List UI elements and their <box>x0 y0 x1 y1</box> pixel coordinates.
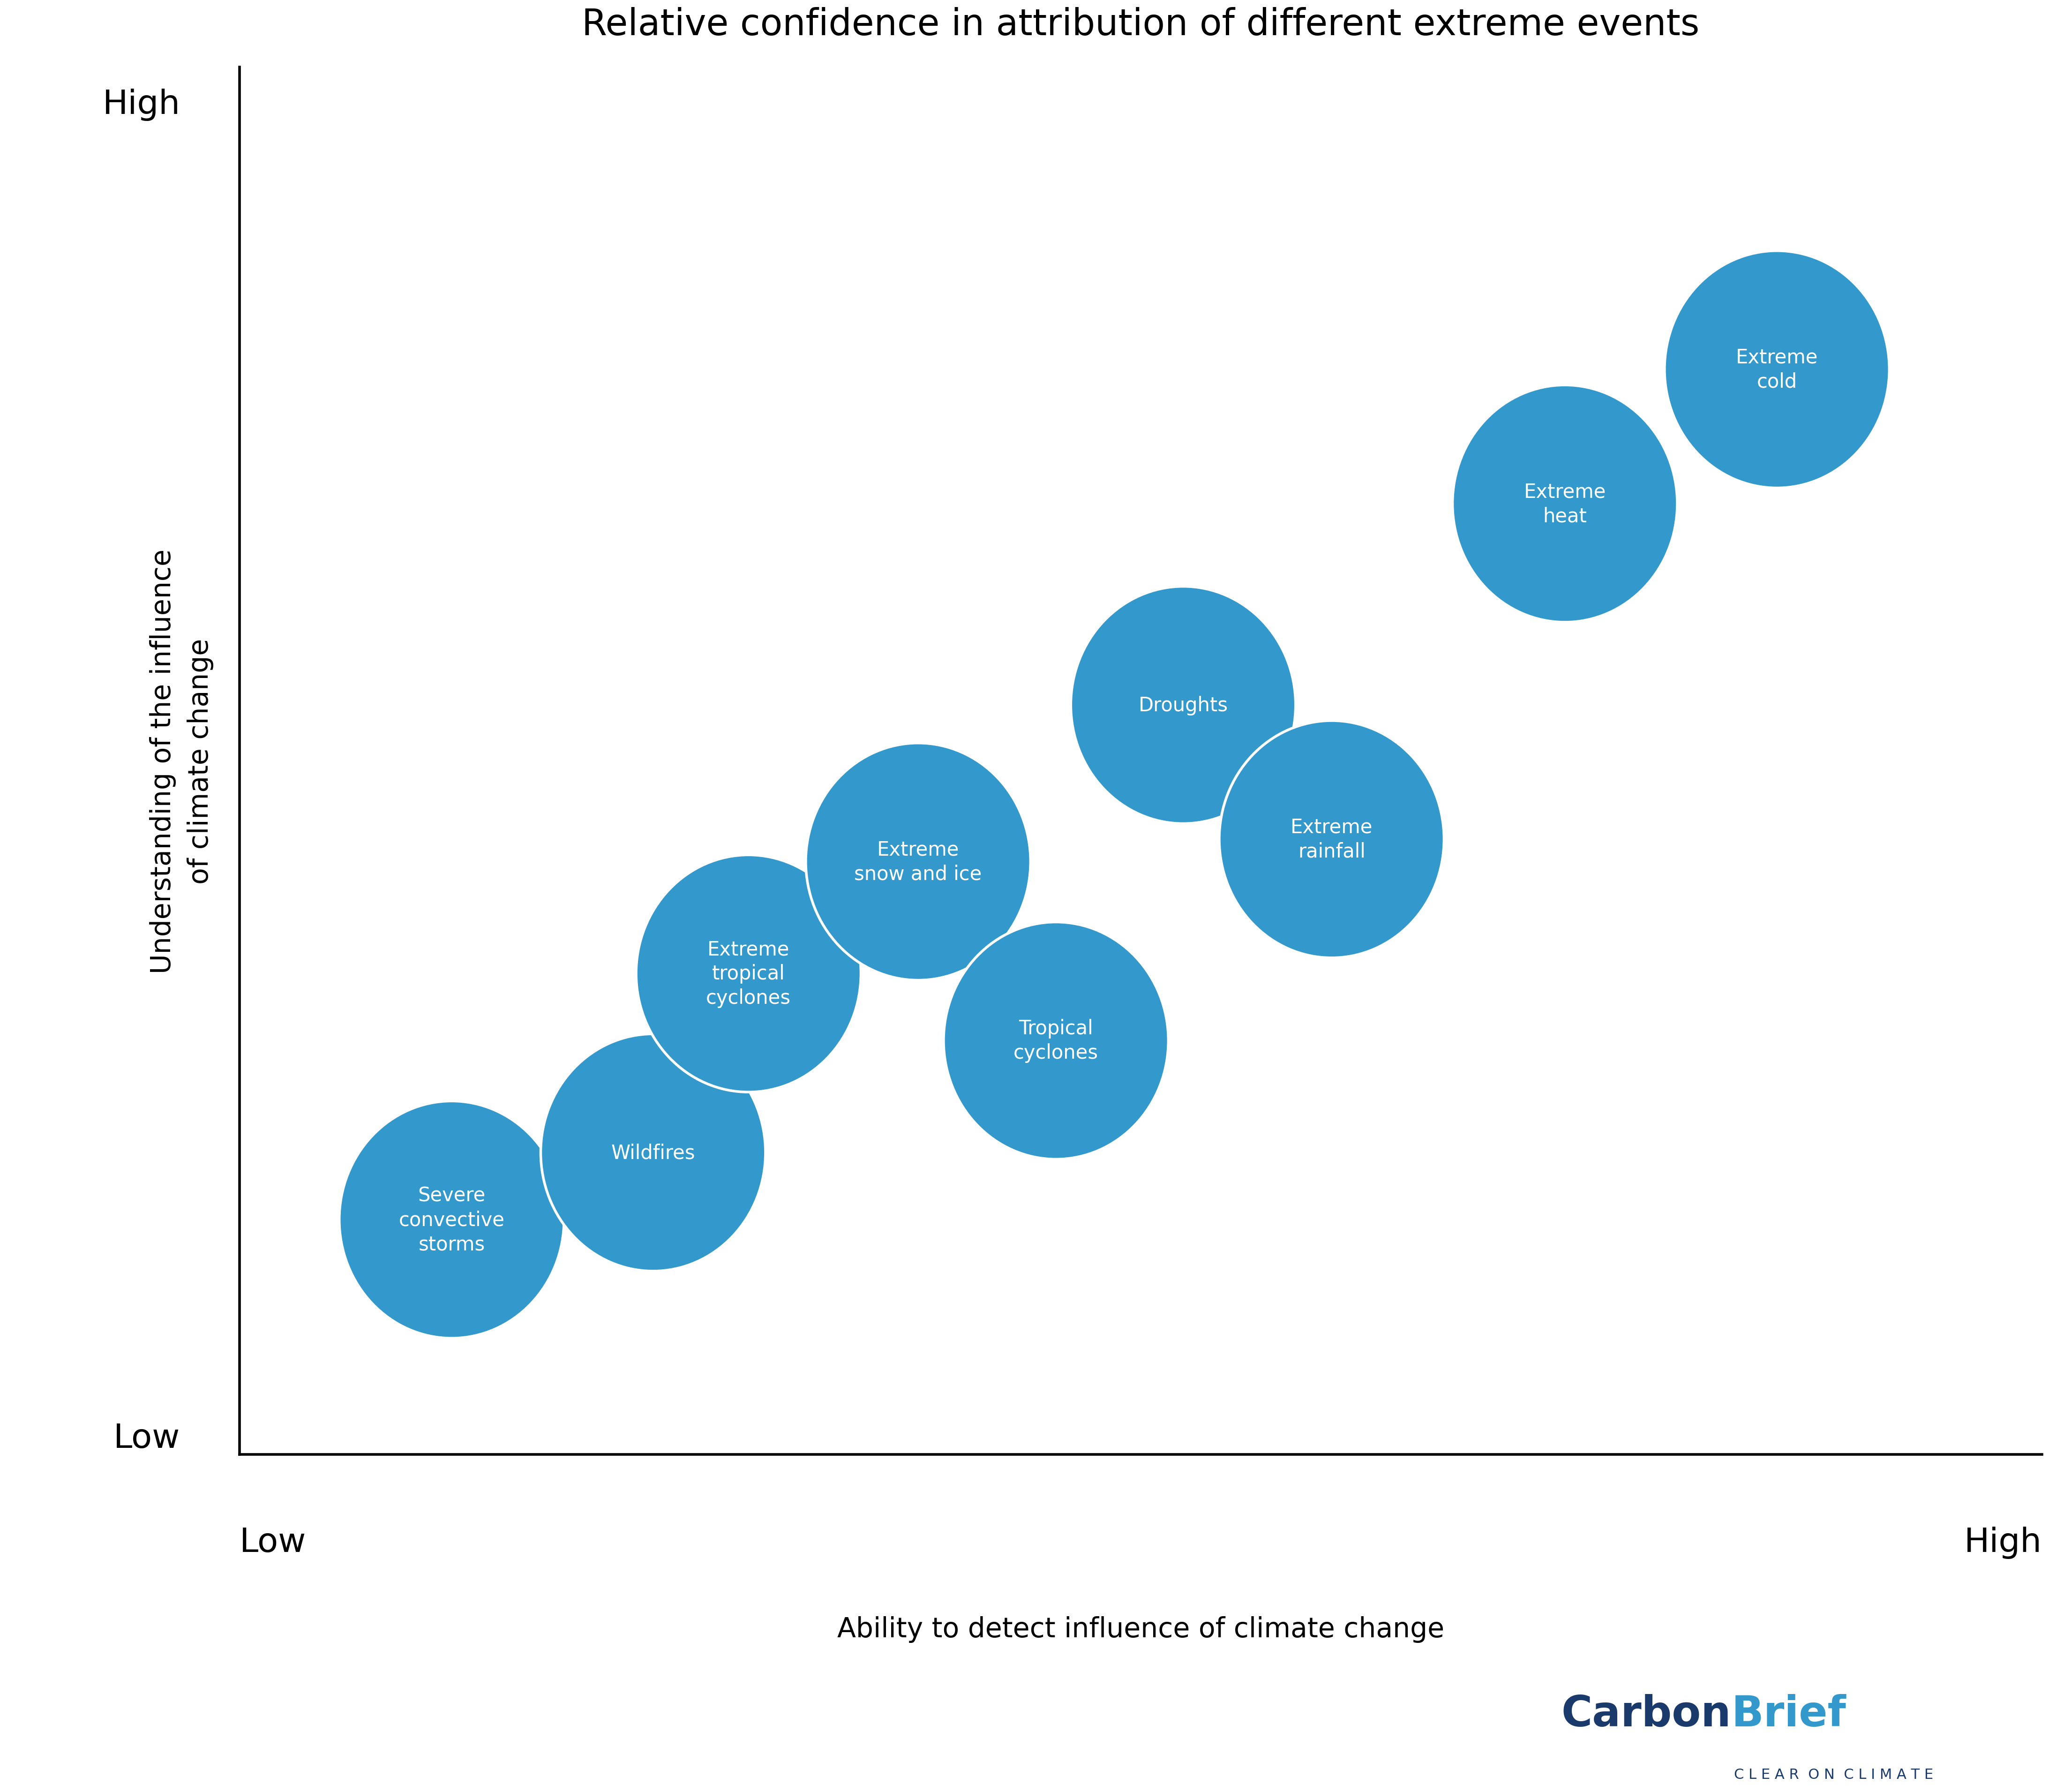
Text: Carbon: Carbon <box>1561 1693 1731 1735</box>
Text: High: High <box>1965 1527 2043 1559</box>
Title: Relative confidence in attribution of different extreme events: Relative confidence in attribution of di… <box>582 7 1699 43</box>
Circle shape <box>1219 720 1445 959</box>
Text: Severe
convective
storms: Severe convective storms <box>400 1186 504 1254</box>
Text: Brief: Brief <box>1731 1693 1846 1735</box>
Text: Extreme
tropical
cyclones: Extreme tropical cyclones <box>707 939 791 1007</box>
Text: C L E A R  O N  C L I M A T E: C L E A R O N C L I M A T E <box>1733 1767 1934 1781</box>
Circle shape <box>1072 586 1295 824</box>
Text: Tropical
cyclones: Tropical cyclones <box>1014 1020 1098 1063</box>
Circle shape <box>635 855 861 1093</box>
Circle shape <box>541 1034 766 1271</box>
Text: Extreme
cold: Extreme cold <box>1736 348 1817 392</box>
Y-axis label: Understanding of the influence
of climate change: Understanding of the influence of climat… <box>150 548 213 973</box>
Text: Extreme
heat: Extreme heat <box>1524 482 1606 525</box>
Text: Wildfires: Wildfires <box>611 1143 695 1163</box>
Circle shape <box>1664 251 1889 487</box>
Text: Low: Low <box>113 1423 180 1455</box>
Text: Ability to detect influence of climate change: Ability to detect influence of climate c… <box>838 1616 1445 1643</box>
Text: Extreme
rainfall: Extreme rainfall <box>1291 817 1373 862</box>
Text: High: High <box>102 88 180 120</box>
Circle shape <box>805 744 1031 980</box>
Circle shape <box>340 1102 563 1339</box>
Text: Extreme
snow and ice: Extreme snow and ice <box>854 840 981 883</box>
Text: Low: Low <box>240 1527 307 1559</box>
Circle shape <box>1453 385 1678 622</box>
Circle shape <box>945 923 1168 1159</box>
Text: Droughts: Droughts <box>1139 695 1227 715</box>
